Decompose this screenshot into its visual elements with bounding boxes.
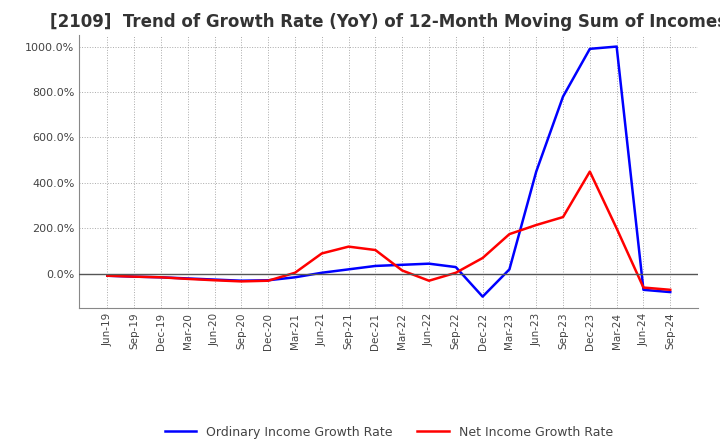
Net Income Growth Rate xyxy=(264,278,272,283)
Net Income Growth Rate xyxy=(639,285,648,290)
Ordinary Income Growth Rate xyxy=(505,267,514,272)
Net Income Growth Rate xyxy=(425,278,433,283)
Net Income Growth Rate xyxy=(157,275,166,280)
Net Income Growth Rate xyxy=(184,276,192,282)
Ordinary Income Growth Rate xyxy=(585,46,594,51)
Ordinary Income Growth Rate xyxy=(264,278,272,283)
Ordinary Income Growth Rate xyxy=(344,267,353,272)
Ordinary Income Growth Rate xyxy=(130,274,138,279)
Net Income Growth Rate xyxy=(103,273,112,279)
Net Income Growth Rate xyxy=(318,251,326,256)
Ordinary Income Growth Rate xyxy=(210,277,219,282)
Net Income Growth Rate xyxy=(451,270,460,275)
Ordinary Income Growth Rate xyxy=(318,270,326,275)
Net Income Growth Rate xyxy=(130,274,138,279)
Title: [2109]  Trend of Growth Rate (YoY) of 12-Month Moving Sum of Incomes: [2109] Trend of Growth Rate (YoY) of 12-… xyxy=(50,13,720,31)
Net Income Growth Rate xyxy=(344,244,353,249)
Net Income Growth Rate xyxy=(559,214,567,220)
Net Income Growth Rate xyxy=(237,279,246,284)
Ordinary Income Growth Rate xyxy=(184,276,192,281)
Line: Ordinary Income Growth Rate: Ordinary Income Growth Rate xyxy=(107,47,670,297)
Ordinary Income Growth Rate xyxy=(478,294,487,299)
Net Income Growth Rate xyxy=(398,268,407,273)
Net Income Growth Rate xyxy=(532,222,541,227)
Net Income Growth Rate xyxy=(371,247,379,253)
Ordinary Income Growth Rate xyxy=(237,278,246,283)
Line: Net Income Growth Rate: Net Income Growth Rate xyxy=(107,172,670,290)
Net Income Growth Rate xyxy=(666,287,675,293)
Net Income Growth Rate xyxy=(291,270,300,275)
Ordinary Income Growth Rate xyxy=(451,264,460,270)
Ordinary Income Growth Rate xyxy=(103,273,112,279)
Ordinary Income Growth Rate xyxy=(666,290,675,295)
Ordinary Income Growth Rate xyxy=(398,262,407,268)
Legend: Ordinary Income Growth Rate, Net Income Growth Rate: Ordinary Income Growth Rate, Net Income … xyxy=(160,421,618,440)
Net Income Growth Rate xyxy=(505,231,514,237)
Ordinary Income Growth Rate xyxy=(559,94,567,99)
Ordinary Income Growth Rate xyxy=(157,275,166,280)
Ordinary Income Growth Rate xyxy=(425,261,433,266)
Ordinary Income Growth Rate xyxy=(371,263,379,268)
Net Income Growth Rate xyxy=(612,226,621,231)
Ordinary Income Growth Rate xyxy=(612,44,621,49)
Ordinary Income Growth Rate xyxy=(532,169,541,174)
Net Income Growth Rate xyxy=(585,169,594,174)
Net Income Growth Rate xyxy=(478,255,487,260)
Ordinary Income Growth Rate xyxy=(639,287,648,293)
Ordinary Income Growth Rate xyxy=(291,275,300,280)
Net Income Growth Rate xyxy=(210,278,219,283)
